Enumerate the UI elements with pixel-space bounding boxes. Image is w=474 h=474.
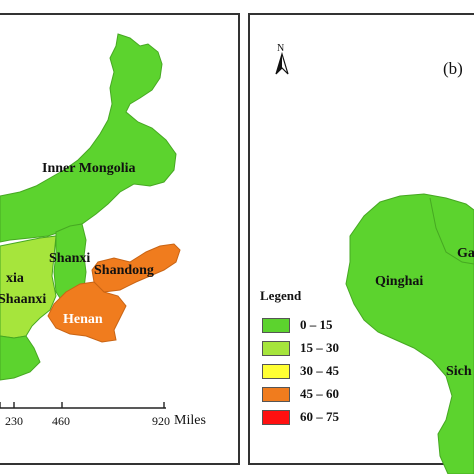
legend-label: 30 – 45 xyxy=(300,363,339,378)
legend-swatch xyxy=(262,318,290,333)
region-inner-mongolia xyxy=(0,33,177,243)
region-shaanxi xyxy=(0,235,57,339)
legend-swatch xyxy=(262,387,290,402)
region-qinghai xyxy=(345,193,474,474)
legend-swatch xyxy=(262,341,290,356)
north-letter: N xyxy=(277,43,285,54)
label-henan: Henan xyxy=(63,312,103,327)
scale-unit: Miles xyxy=(174,413,206,428)
legend-label: 0 – 15 xyxy=(300,317,333,332)
legend-swatch xyxy=(262,410,290,425)
scale-tick-460: 460 xyxy=(52,414,70,428)
legend-label: 15 – 30 xyxy=(300,340,339,355)
label-sichuan-fragment: Sich xyxy=(446,364,472,379)
legend-title: Legend xyxy=(260,288,302,303)
label-shaanxi: Shaanxi xyxy=(0,292,47,307)
region-henan xyxy=(47,281,127,343)
label-ningxia-fragment: xia xyxy=(6,271,24,286)
region-southwest xyxy=(0,335,41,381)
label-shanxi: Shanxi xyxy=(49,251,91,266)
label-qinghai: Qinghai xyxy=(375,274,424,289)
legend-swatch xyxy=(262,364,290,379)
scale-tick-920: 920 xyxy=(152,414,170,428)
region-gansu-border xyxy=(429,197,474,265)
legend-label: 45 – 60 xyxy=(300,386,339,401)
label-inner-mongolia: Inner Mongolia xyxy=(42,161,136,176)
scale-tick-230: 230 xyxy=(5,414,23,428)
label-shandong: Shandong xyxy=(94,263,154,278)
north-arrow-icon xyxy=(275,51,289,75)
label-gansu-fragment: Ga xyxy=(457,246,474,261)
panel-tag: (b) xyxy=(443,59,463,78)
legend-label: 60 – 75 xyxy=(300,409,339,424)
scale-bar xyxy=(0,402,166,409)
